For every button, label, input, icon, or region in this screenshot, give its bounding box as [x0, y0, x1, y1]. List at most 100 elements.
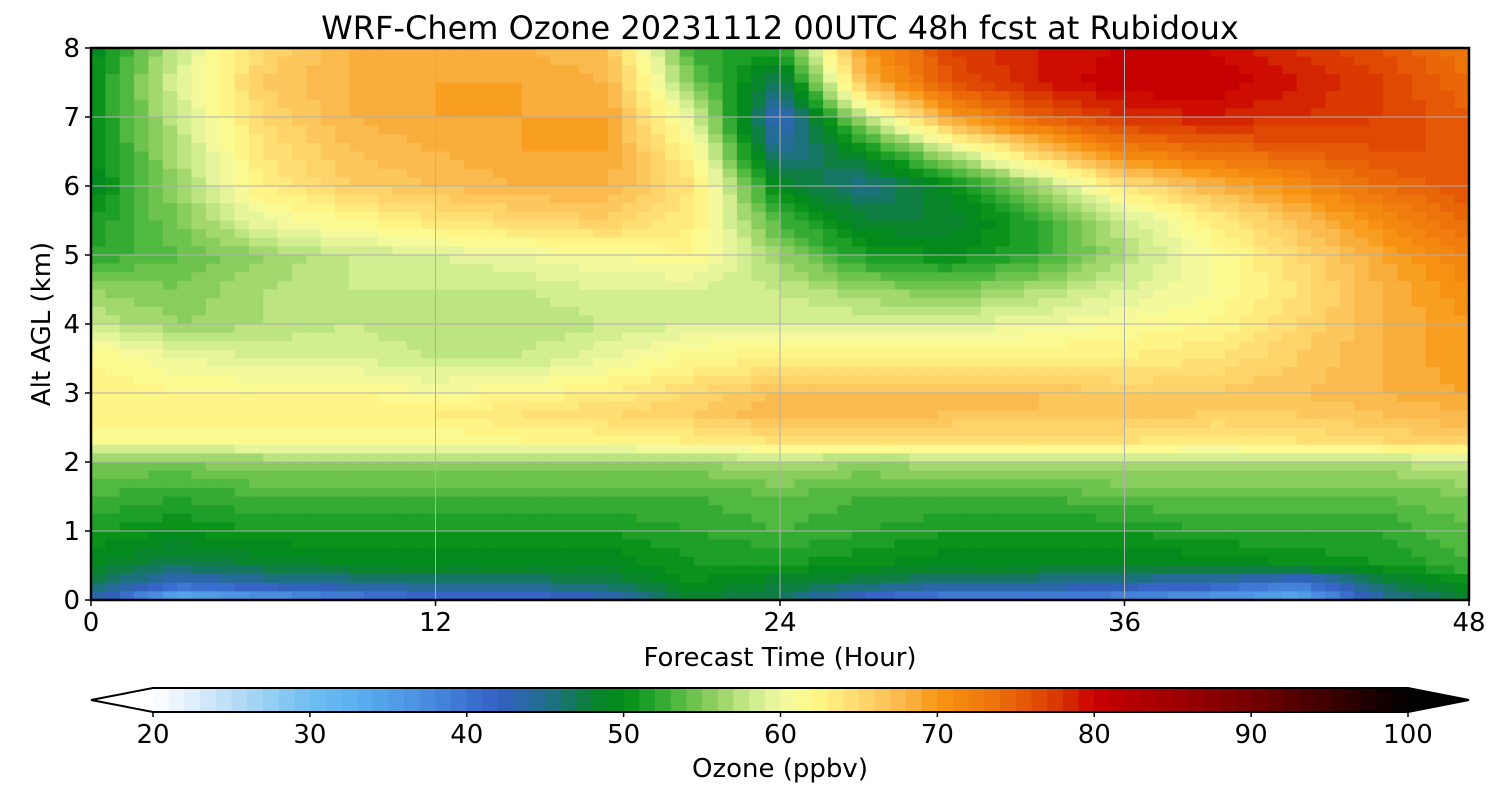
contour-cell: [1440, 418, 1456, 429]
contour-cell: [937, 134, 953, 144]
contour-cell: [952, 444, 968, 454]
contour-cell: [320, 48, 336, 58]
contour-cell: [1354, 272, 1370, 282]
contour-cell: [980, 56, 996, 66]
contour-cell: [134, 160, 150, 170]
contour-cell: [794, 324, 810, 334]
contour-cell: [105, 375, 121, 385]
contour-cell: [492, 393, 508, 403]
contour-cell: [320, 289, 336, 299]
contour-cell: [1110, 48, 1126, 58]
contour-cell: [205, 56, 221, 66]
contour-cell: [1038, 479, 1054, 489]
contour-cell: [320, 393, 336, 403]
contour-cell: [593, 401, 609, 411]
contour-cell: [535, 177, 551, 187]
contour-cell: [1411, 298, 1427, 308]
contour-cell: [736, 418, 752, 429]
contour-cell: [1138, 237, 1154, 247]
contour-cell: [507, 255, 523, 265]
contour-cell: [1210, 142, 1226, 153]
contour-cell: [1224, 393, 1240, 403]
contour-cell: [1009, 280, 1025, 291]
contour-cell: [1052, 99, 1068, 109]
contour-cell: [378, 427, 394, 437]
contour-cell: [1382, 324, 1398, 334]
contour-cell: [177, 134, 193, 144]
contour-cell: [435, 332, 451, 342]
contour-cell: [1181, 393, 1197, 403]
contour-cell: [980, 410, 996, 420]
contour-cell: [952, 56, 968, 66]
contour-cell: [1454, 255, 1470, 265]
contour-cell: [306, 151, 322, 161]
contour-cell: [650, 73, 666, 84]
contour-cell: [234, 341, 250, 351]
contour-cell: [1052, 194, 1068, 204]
contour-cell: [421, 349, 437, 360]
contour-cell: [349, 91, 365, 101]
contour-cell: [234, 401, 250, 411]
contour-cell: [1052, 324, 1068, 334]
contour-cell: [937, 470, 953, 480]
contour-cell: [1196, 436, 1212, 446]
contour-cell: [1067, 142, 1083, 153]
contour-cell: [449, 91, 465, 101]
contour-cell: [751, 108, 767, 118]
contour-cell: [507, 315, 523, 325]
contour-cell: [952, 48, 968, 58]
contour-cell: [378, 479, 394, 489]
contour-cell: [291, 186, 307, 196]
contour-cell: [291, 349, 307, 360]
contour-cell: [665, 367, 681, 377]
contour-cell: [823, 427, 839, 437]
contour-cell: [593, 315, 609, 325]
contour-cell: [1239, 272, 1255, 282]
contour-cell: [1325, 384, 1341, 394]
contour-cell: [866, 263, 882, 273]
contour-cell: [966, 479, 982, 489]
contour-cell: [320, 298, 336, 308]
contour-cell: [579, 56, 594, 66]
contour-cell: [1052, 263, 1068, 273]
contour-cell: [105, 82, 121, 92]
contour-cell: [1425, 444, 1441, 454]
contour-cell: [1067, 211, 1083, 222]
contour-cell: [1167, 160, 1183, 170]
contour-cell: [1067, 367, 1083, 377]
contour-cell: [248, 427, 264, 437]
contour-cell: [780, 73, 795, 84]
contour-cell: [995, 487, 1011, 498]
contour-cell: [1411, 393, 1427, 403]
contour-cell: [866, 332, 882, 342]
contour-cell: [564, 255, 580, 265]
contour-cell: [421, 125, 437, 135]
contour-cell: [1009, 436, 1025, 446]
contour-cell: [277, 375, 293, 385]
contour-cell: [1124, 315, 1140, 325]
contour-cell: [105, 324, 121, 334]
contour-cell: [349, 418, 365, 429]
contour-cell: [119, 125, 135, 135]
contour-cell: [1167, 427, 1183, 437]
contour-cell: [837, 324, 853, 334]
contour-cell: [392, 453, 408, 463]
contour-cell: [1339, 56, 1355, 66]
contour-cell: [823, 211, 839, 222]
contour-cell: [1110, 91, 1126, 101]
contour-cell: [335, 237, 350, 247]
contour-cell: [1268, 427, 1283, 437]
contour-cell: [492, 436, 508, 446]
contour-cell: [1425, 142, 1441, 153]
contour-cell: [119, 384, 135, 394]
contour-cell: [679, 160, 695, 170]
contour-cell: [464, 168, 480, 178]
contour-cell: [1411, 427, 1427, 437]
contour-cell: [1081, 229, 1097, 239]
contour-cell: [1325, 410, 1341, 420]
contour-cell: [378, 177, 394, 187]
contour-cell: [966, 384, 982, 394]
contour-cell: [1253, 375, 1269, 385]
contour-cell: [980, 401, 996, 411]
contour-cell: [909, 367, 925, 377]
